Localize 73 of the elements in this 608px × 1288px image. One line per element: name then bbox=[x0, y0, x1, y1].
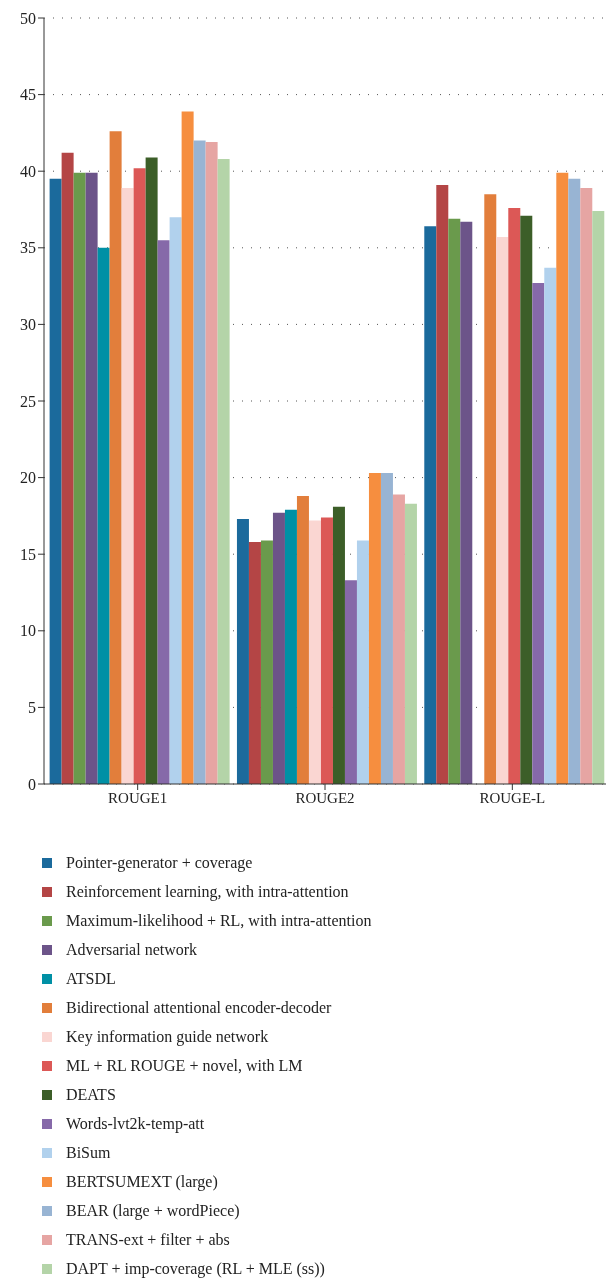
y-tick-label: 50 bbox=[20, 9, 36, 27]
legend-label: Bidirectional attentional encoder-decoder bbox=[66, 998, 332, 1017]
legend-label: ATSDL bbox=[66, 969, 116, 988]
bar bbox=[193, 140, 206, 784]
legend-label: ML + RL ROUGE + novel, with LM bbox=[66, 1056, 303, 1075]
bar bbox=[61, 152, 74, 784]
bar bbox=[544, 267, 557, 784]
bar bbox=[568, 178, 581, 784]
bar bbox=[356, 540, 369, 784]
bar bbox=[145, 157, 158, 784]
y-tick-label: 45 bbox=[20, 86, 36, 104]
bar bbox=[508, 207, 521, 784]
bar bbox=[592, 211, 605, 784]
bar bbox=[272, 512, 285, 784]
legend-label: Adversarial network bbox=[66, 940, 198, 959]
x-tick-label: ROUGE2 bbox=[295, 789, 355, 806]
bar bbox=[284, 509, 297, 784]
legend-label: TRANS-ext + filter + abs bbox=[66, 1230, 230, 1249]
legend-label: BERTSUMEXT (large) bbox=[66, 1172, 218, 1191]
bar bbox=[169, 217, 182, 784]
bar bbox=[181, 111, 194, 784]
bar bbox=[424, 226, 437, 784]
y-tick-label: 20 bbox=[20, 469, 36, 487]
y-tick-label: 5 bbox=[28, 699, 36, 717]
bar bbox=[460, 221, 473, 784]
bar bbox=[205, 142, 218, 784]
bar bbox=[85, 172, 98, 784]
bar bbox=[133, 168, 146, 784]
bar bbox=[520, 215, 533, 784]
legend-label: BEAR (large + wordPiece) bbox=[66, 1201, 240, 1220]
y-tick-label: 30 bbox=[20, 316, 36, 334]
y-tick-label: 25 bbox=[20, 392, 36, 410]
legend-label: Pointer-generator + coverage bbox=[66, 853, 253, 872]
bar bbox=[344, 580, 357, 784]
bar bbox=[484, 194, 497, 784]
legend-label: DEATS bbox=[66, 1085, 116, 1104]
y-tick-label: 15 bbox=[20, 545, 36, 563]
y-tick-label: 35 bbox=[20, 239, 36, 257]
y-tick-label: 10 bbox=[20, 622, 36, 640]
bar bbox=[73, 172, 86, 784]
bar bbox=[368, 473, 381, 784]
bar bbox=[580, 188, 593, 784]
y-tick-label: 0 bbox=[28, 775, 36, 793]
bar bbox=[308, 520, 321, 784]
bar bbox=[217, 158, 230, 784]
bar bbox=[448, 218, 461, 784]
bar bbox=[380, 473, 393, 784]
x-tick-label: ROUGE-L bbox=[479, 789, 546, 806]
bar bbox=[248, 541, 261, 784]
bar bbox=[404, 503, 417, 784]
legend-label: Key information guide network bbox=[66, 1027, 269, 1046]
legend-label: Reinforcement learning, with intra-attention bbox=[66, 882, 349, 901]
bar bbox=[436, 184, 449, 784]
bar bbox=[97, 247, 110, 784]
x-tick-label: ROUGE1 bbox=[108, 789, 168, 806]
bar bbox=[260, 540, 273, 784]
legend-label: BiSum bbox=[66, 1143, 111, 1162]
legend-label: Maximum-likelihood + RL, with intra-attention bbox=[66, 911, 372, 930]
bar bbox=[332, 506, 345, 784]
bar bbox=[121, 188, 134, 784]
y-tick-label: 40 bbox=[20, 162, 36, 180]
legend-label: Words-lvt2k-temp-att bbox=[66, 1114, 205, 1133]
bar bbox=[392, 494, 405, 784]
bar bbox=[532, 283, 545, 784]
bar bbox=[296, 495, 309, 784]
bar bbox=[109, 131, 122, 784]
bar bbox=[157, 240, 170, 784]
bar bbox=[49, 178, 62, 784]
bar bbox=[320, 517, 333, 784]
bar bbox=[236, 518, 249, 784]
bar bbox=[556, 172, 569, 784]
bar bbox=[496, 237, 509, 784]
legend-label: DAPT + imp-coverage (RL + MLE (ss)) bbox=[66, 1259, 325, 1278]
